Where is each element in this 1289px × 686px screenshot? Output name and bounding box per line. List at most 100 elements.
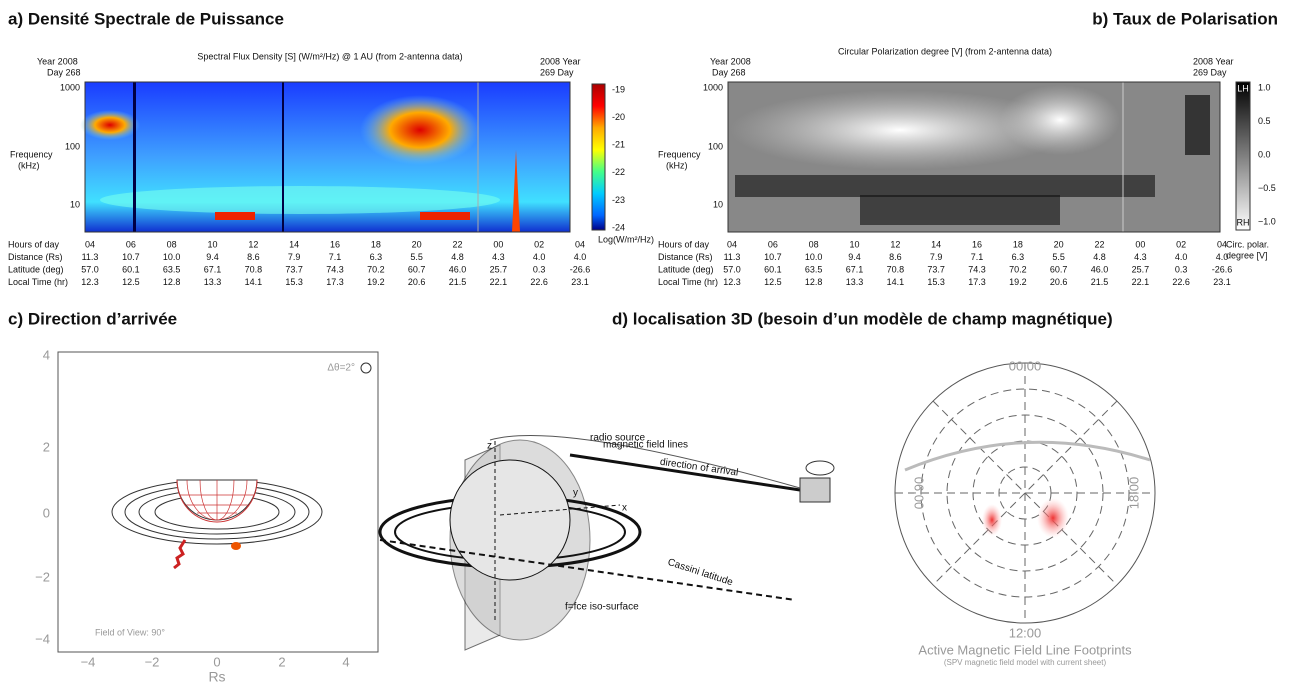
y-tick-label: 1000 <box>60 82 80 92</box>
panel-title: b) Taux de Polarisation <box>1092 9 1278 28</box>
table-cell: 73.7 <box>285 264 303 274</box>
panel-title: d) localisation 3D (besoin d’un modèle d… <box>612 309 1113 328</box>
plot-title: Circular Polarization degree [V] (from 2… <box>838 46 1052 56</box>
polar-subcaption: (SPV magnetic field model with current s… <box>944 658 1107 667</box>
table-cell: 57.0 <box>81 264 99 274</box>
table-cell: 19.2 <box>367 277 385 287</box>
table-cell: 4.3 <box>492 252 505 262</box>
end-label: 269 Day <box>540 67 574 77</box>
colorbar-tick: -21 <box>612 140 625 150</box>
table-cell: 04 <box>575 239 585 249</box>
table-cell: -26.6 <box>570 264 591 274</box>
colorbar-end: RH <box>1237 217 1250 227</box>
polar-label: 00:00 <box>1009 358 1042 373</box>
table-cell: 10.0 <box>163 252 181 262</box>
table-cell: 20 <box>412 239 422 249</box>
y-tick-label: 10 <box>70 199 80 209</box>
row-label: Hours of day <box>8 239 60 249</box>
table-cell: 74.3 <box>968 264 986 274</box>
plot-title: Spectral Flux Density [S] (W/m²/Hz) @ 1 … <box>197 51 462 61</box>
y-tick-label: 1000 <box>703 82 723 92</box>
polar-label: 12:00 <box>1009 625 1042 640</box>
table-cell: 12.8 <box>163 277 181 287</box>
table-cell: 60.7 <box>408 264 426 274</box>
row-label: Distance (Rs) <box>8 252 63 262</box>
table-cell: 10.7 <box>122 252 140 262</box>
table-cell: 46.0 <box>449 264 467 274</box>
table-cell: 12.5 <box>122 277 140 287</box>
table-cell: 4.0 <box>1216 252 1229 262</box>
table-cell: 25.7 <box>1132 264 1150 274</box>
table-cell: 20.6 <box>1050 277 1068 287</box>
table-cell: 5.5 <box>410 252 423 262</box>
colorbar-tick: -24 <box>612 222 625 232</box>
row-label: Distance (Rs) <box>658 252 713 262</box>
y-label: (kHz) <box>666 160 688 170</box>
table-cell: 4.3 <box>1134 252 1147 262</box>
table-cell: 18 <box>1013 239 1023 249</box>
table-cell: 4.0 <box>574 252 587 262</box>
table-cell: 63.5 <box>805 264 823 274</box>
polar-label: 18:00 <box>1126 477 1141 510</box>
table-cell: 12.5 <box>764 277 782 287</box>
x-label: Rs <box>208 669 225 685</box>
field-of-view: Field of View: 90° <box>95 627 165 637</box>
table-cell: 20.6 <box>408 277 426 287</box>
axis-label: y <box>573 488 578 499</box>
table-cell: 70.8 <box>245 264 263 274</box>
start-label: Year 2008 <box>710 56 751 66</box>
table-cell: 6.3 <box>1012 252 1025 262</box>
x-tick-label: 4 <box>342 654 349 669</box>
table-cell: 9.4 <box>206 252 219 262</box>
polarization-map <box>727 81 1221 233</box>
table-cell: 15.3 <box>927 277 945 287</box>
x-tick-label: −2 <box>145 654 160 669</box>
table-cell: 6.3 <box>370 252 383 262</box>
colorbar-tick: 0.0 <box>1258 149 1271 159</box>
table-cell: 16 <box>972 239 982 249</box>
y-label: Frequency <box>658 149 701 159</box>
table-cell: 10 <box>207 239 217 249</box>
colorbar-tick: 1.0 <box>1258 82 1271 92</box>
table-cell: 20 <box>1054 239 1064 249</box>
table-cell: 4.0 <box>533 252 546 262</box>
panel-title: c) Direction d’arrivée <box>8 309 177 328</box>
polar-plot <box>894 362 1156 624</box>
diagram-label: f=fce iso-surface <box>565 602 639 613</box>
end-label: 2008 Year <box>540 56 581 66</box>
table-cell: 04 <box>85 239 95 249</box>
spectrogram <box>80 81 571 233</box>
resolution: Δθ=2° <box>327 363 355 374</box>
table-cell: 23.1 <box>1213 277 1231 287</box>
y-tick-label: −2 <box>35 569 50 584</box>
y-label: Frequency <box>10 149 53 159</box>
table-cell: 02 <box>1176 239 1186 249</box>
table-cell: 04 <box>1217 239 1227 249</box>
table-cell: 11.3 <box>82 252 99 262</box>
table-cell: 8.6 <box>889 252 902 262</box>
colorbar-tick: −0.5 <box>1258 183 1276 193</box>
polar-label: 06:00 <box>912 477 927 510</box>
y-tick-label: 100 <box>65 141 80 151</box>
row-label: Latitude (deg) <box>658 264 714 274</box>
table-cell: 73.7 <box>927 264 945 274</box>
table-cell: 22.1 <box>490 277 508 287</box>
row-label: Local Time (hr) <box>658 277 718 287</box>
table-cell: 08 <box>809 239 819 249</box>
table-cell: 7.9 <box>288 252 301 262</box>
table-cell: 14 <box>289 239 299 249</box>
table-cell: 15.3 <box>285 277 303 287</box>
table-cell: 12 <box>890 239 900 249</box>
y-tick-label: 2 <box>43 439 50 454</box>
table-cell: 63.5 <box>163 264 181 274</box>
table-cell: 12.3 <box>723 277 741 287</box>
colorbar-tick: -23 <box>612 195 625 205</box>
table-cell: 06 <box>768 239 778 249</box>
row-label: Hours of day <box>658 239 710 249</box>
table-cell: 60.1 <box>122 264 140 274</box>
table-cell: 25.7 <box>490 264 508 274</box>
axis-label: z <box>487 441 492 452</box>
table-cell: 67.1 <box>204 264 222 274</box>
table-cell: 19.2 <box>1009 277 1027 287</box>
end-label: 269 Day <box>1193 67 1227 77</box>
